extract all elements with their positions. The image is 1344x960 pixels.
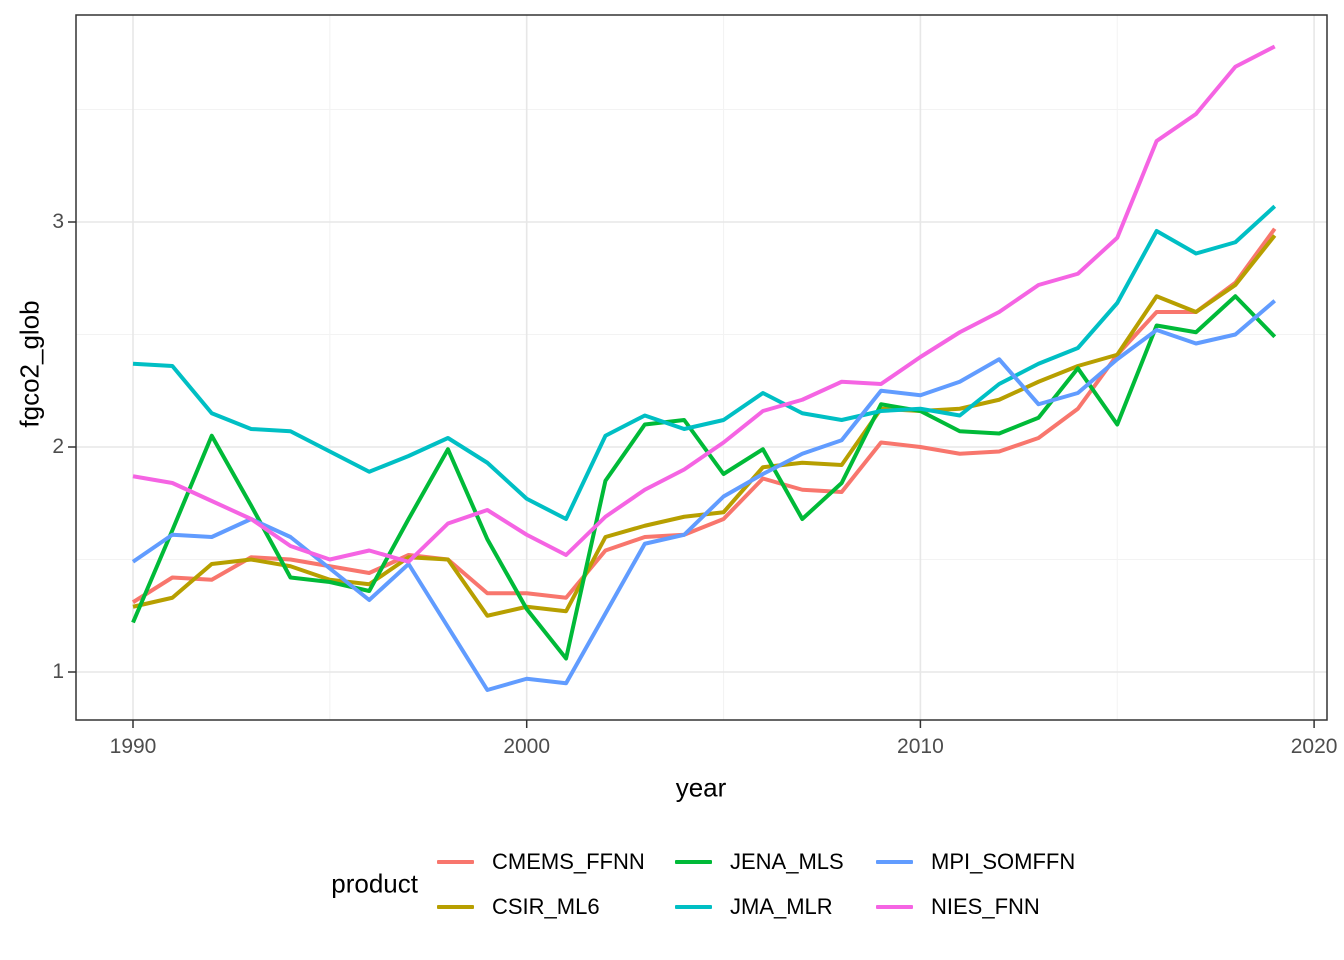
series-line-JMA_MLR [132, 204, 1277, 521]
y-tick-label: 1 [52, 660, 64, 683]
x-tick-label: 2000 [503, 735, 551, 758]
legend-entry-label: JMA_MLR [730, 894, 833, 919]
legend-title: product [331, 868, 418, 899]
series-line-MPI_SOMFFN [131, 299, 1277, 692]
legend-entry-label: MPI_SOMFFN [931, 849, 1076, 874]
legend-entry-label: NIES_FNN [931, 894, 1040, 919]
series-line-JENA_MLS [131, 294, 1277, 661]
legend-entry-label: CSIR_ML6 [492, 894, 600, 919]
legend-entry-label: JENA_MLS [730, 849, 844, 874]
panel-background [76, 15, 1327, 720]
legend-key-line-JENA_MLS [675, 860, 712, 864]
x-tick-label: 1990 [109, 735, 157, 758]
panel-border [75, 14, 1328, 721]
legend-key-line-JMA_MLR [675, 905, 712, 909]
y-tick-label: 2 [52, 435, 64, 458]
x-tick-label: 2020 [1290, 735, 1338, 758]
legend-key-line-NIES_FNN [876, 905, 913, 909]
y-axis-title: fgco2_glob [14, 300, 45, 428]
x-tick-label: 2010 [897, 735, 944, 758]
x-axis-title: year [675, 772, 727, 803]
series-line-NIES_FNN [132, 44, 1276, 564]
y-tick-label: 3 [52, 210, 64, 233]
legend-key-line-CMEMS_FFNN [437, 860, 474, 864]
legend-key-line-MPI_SOMFFN [876, 860, 913, 864]
legend-entry-label: CMEMS_FFNN [492, 849, 645, 874]
legend-key-line-CSIR_ML6 [437, 905, 474, 909]
